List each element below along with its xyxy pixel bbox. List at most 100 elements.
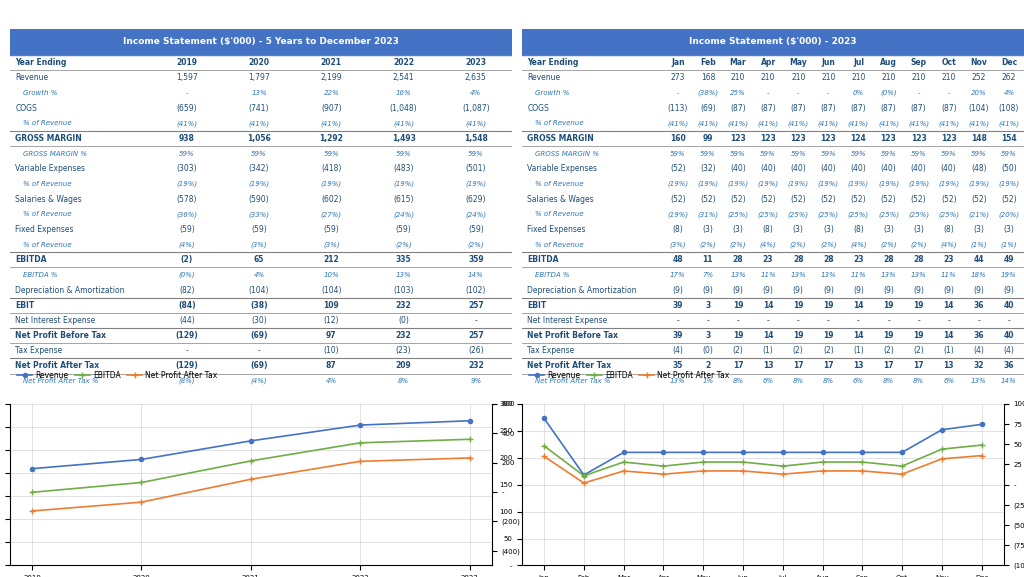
Text: 3: 3 xyxy=(706,331,711,340)
Text: 19: 19 xyxy=(733,301,743,310)
Text: (8): (8) xyxy=(763,225,773,234)
Text: (19%): (19%) xyxy=(848,181,869,188)
Text: (129): (129) xyxy=(175,331,199,340)
Net Profit After Tax xyxy=(578,479,590,486)
Text: 23: 23 xyxy=(763,256,773,264)
Text: 59%: 59% xyxy=(251,151,267,157)
Text: 13%: 13% xyxy=(251,90,267,96)
Text: (50): (50) xyxy=(1001,164,1017,173)
Text: 59%: 59% xyxy=(851,151,866,157)
Text: % of Revenue: % of Revenue xyxy=(23,121,72,126)
Text: -: - xyxy=(827,90,829,96)
Text: 19: 19 xyxy=(793,331,804,340)
Text: 252: 252 xyxy=(972,73,986,83)
Text: (4%): (4%) xyxy=(178,241,196,248)
Text: (0): (0) xyxy=(398,316,409,325)
Text: 154: 154 xyxy=(1001,134,1017,143)
Net Profit After Tax xyxy=(697,467,710,474)
Text: -: - xyxy=(185,346,188,355)
Line: Net Profit After Tax: Net Profit After Tax xyxy=(542,453,984,486)
Text: (41%): (41%) xyxy=(908,120,929,126)
Text: GROSS MARGIN %: GROSS MARGIN % xyxy=(535,151,599,157)
EBITDA xyxy=(245,458,257,464)
Text: 13: 13 xyxy=(763,361,773,370)
Text: May: May xyxy=(790,58,807,67)
Text: (44): (44) xyxy=(179,316,195,325)
Text: EBITDA %: EBITDA % xyxy=(535,272,569,278)
Text: 36: 36 xyxy=(974,331,984,340)
Text: EBITDA: EBITDA xyxy=(527,256,559,264)
EBITDA xyxy=(26,489,38,496)
Text: (501): (501) xyxy=(466,164,486,173)
Text: 39: 39 xyxy=(673,301,683,310)
Text: -: - xyxy=(185,90,188,96)
Text: GROSS MARGIN: GROSS MARGIN xyxy=(15,134,82,143)
Revenue xyxy=(856,449,868,456)
Net Profit After Tax xyxy=(135,499,147,505)
Text: 40: 40 xyxy=(1004,301,1014,310)
Text: (303): (303) xyxy=(176,164,198,173)
Text: 123: 123 xyxy=(730,134,745,143)
Text: (69): (69) xyxy=(250,331,268,340)
Text: 232: 232 xyxy=(468,361,483,370)
Text: 59%: 59% xyxy=(700,151,716,157)
Text: -: - xyxy=(978,316,980,325)
Text: (25%): (25%) xyxy=(818,211,839,218)
Text: 335: 335 xyxy=(396,256,412,264)
Text: 123: 123 xyxy=(881,134,896,143)
Text: (2%): (2%) xyxy=(468,241,484,248)
Text: Revenue: Revenue xyxy=(15,73,48,83)
Text: 28: 28 xyxy=(793,256,804,264)
Text: (2%): (2%) xyxy=(790,241,807,248)
Text: -: - xyxy=(1008,316,1011,325)
Text: Income Statement ($'000) - 5 Years to December 2023: Income Statement ($'000) - 5 Years to De… xyxy=(123,38,399,47)
Text: (19%): (19%) xyxy=(249,181,269,188)
Text: -: - xyxy=(736,316,739,325)
Text: 48: 48 xyxy=(673,256,683,264)
Revenue xyxy=(354,422,367,429)
Text: (87): (87) xyxy=(730,104,745,113)
Text: 59%: 59% xyxy=(881,151,896,157)
Legend: Revenue, EBITDA, Net Profit After Tax: Revenue, EBITDA, Net Profit After Tax xyxy=(526,368,732,383)
Text: Depreciation & Amortization: Depreciation & Amortization xyxy=(527,286,637,295)
Text: (25%): (25%) xyxy=(727,211,749,218)
Text: 8%: 8% xyxy=(822,378,834,384)
Text: 1,797: 1,797 xyxy=(248,73,270,83)
Text: 2019: 2019 xyxy=(176,58,198,67)
Text: (10): (10) xyxy=(324,346,339,355)
Text: 99: 99 xyxy=(702,134,713,143)
Text: 2022: 2022 xyxy=(393,58,414,67)
Text: (4): (4) xyxy=(1004,346,1015,355)
Text: 19: 19 xyxy=(823,301,834,310)
Text: 210: 210 xyxy=(941,73,956,83)
Text: (129): (129) xyxy=(175,361,199,370)
Text: (33%): (33%) xyxy=(249,211,269,218)
Text: (25%): (25%) xyxy=(908,211,929,218)
Text: -: - xyxy=(887,316,890,325)
Net Profit After Tax xyxy=(896,471,908,478)
Revenue xyxy=(245,437,257,444)
Text: 59%: 59% xyxy=(820,151,837,157)
Text: (40): (40) xyxy=(881,164,896,173)
Text: (590): (590) xyxy=(249,194,269,204)
Text: % of Revenue: % of Revenue xyxy=(535,211,584,218)
Text: 1,493: 1,493 xyxy=(392,134,416,143)
Text: 17: 17 xyxy=(913,361,924,370)
Text: (578): (578) xyxy=(176,194,197,204)
Text: (40): (40) xyxy=(910,164,927,173)
Text: 2,199: 2,199 xyxy=(321,73,342,83)
Text: 14: 14 xyxy=(763,331,773,340)
Text: Fixed Expenses: Fixed Expenses xyxy=(15,225,74,234)
Text: (41%): (41%) xyxy=(668,120,688,126)
Text: (38): (38) xyxy=(250,301,268,310)
EBITDA xyxy=(737,459,750,466)
Text: 0%: 0% xyxy=(853,90,864,96)
Text: 59%: 59% xyxy=(760,151,776,157)
Text: 8%: 8% xyxy=(913,378,925,384)
Text: 232: 232 xyxy=(395,301,412,310)
Text: (9): (9) xyxy=(793,286,804,295)
Net Profit After Tax xyxy=(737,467,750,474)
Text: Income Statement ($'000) - 2023: Income Statement ($'000) - 2023 xyxy=(685,389,841,398)
Text: (59): (59) xyxy=(324,225,339,234)
Text: 20%: 20% xyxy=(971,90,987,96)
